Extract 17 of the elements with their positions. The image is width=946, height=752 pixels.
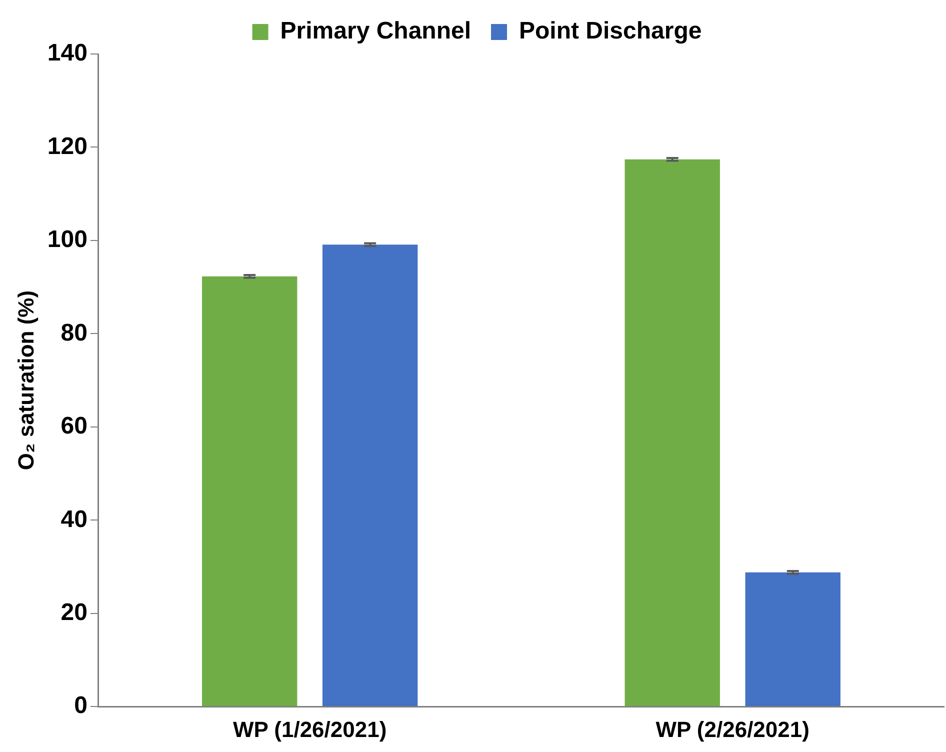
bar xyxy=(745,572,840,706)
y-tick-label: 120 xyxy=(47,132,88,160)
y-axis-title: O₂ saturation (%) xyxy=(13,290,38,470)
y-tick-label: 60 xyxy=(60,412,88,440)
y-tick-label: 100 xyxy=(47,226,88,254)
x-tick-label: WP (1/26/2021) xyxy=(232,716,387,742)
bar xyxy=(202,276,298,706)
bar xyxy=(322,244,418,706)
y-tick-label: 40 xyxy=(60,506,88,533)
legend-label: Point Discharge xyxy=(519,18,702,45)
bar xyxy=(624,159,720,706)
x-tick-label: WP (2/26/2021) xyxy=(656,716,810,742)
y-tick-label: 0 xyxy=(74,692,88,720)
y-tick-label: 20 xyxy=(60,598,88,626)
y-tick-label: 80 xyxy=(60,319,88,346)
y-tick-label: 140 xyxy=(47,40,88,67)
legend-label: Primary Channel xyxy=(280,18,472,45)
